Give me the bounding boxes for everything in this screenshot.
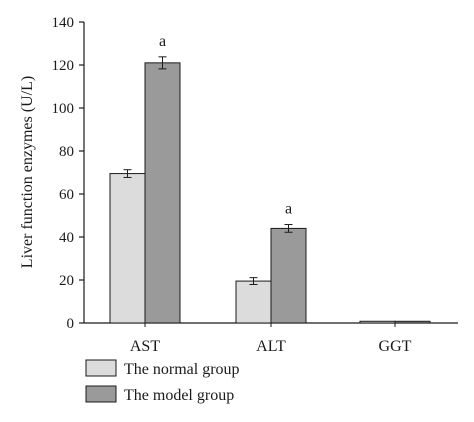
x-tick-label: AST [130, 338, 160, 355]
y-tick-label: 120 [52, 58, 75, 74]
legend-swatch [85, 385, 117, 403]
y-tick-label: 100 [52, 101, 75, 117]
bar-ggt-model [394, 320, 431, 324]
x-tick-labels: AST ALT GGT [130, 323, 412, 355]
y-tick-label: 80 [59, 144, 74, 160]
x-axis: AST ALT GGT [84, 322, 458, 355]
y-ticks: 0 20 40 60 80 100 120 140 [52, 15, 84, 332]
bar-ggt-normal [359, 320, 396, 324]
y-tick-label: 140 [52, 15, 75, 31]
bar-alt-normal [235, 280, 272, 324]
y-tick-label: 0 [67, 316, 75, 332]
legend-swatch [85, 359, 117, 377]
x-tick-label: GGT [379, 338, 412, 355]
bar-alt-model [270, 227, 307, 324]
y-axis: 0 20 40 60 80 100 120 140 [52, 15, 85, 332]
bar-ast-normal [109, 173, 146, 324]
legend-label: The normal group [124, 361, 240, 378]
x-tick-label: ALT [256, 338, 286, 355]
legend: The normal group The model group [85, 359, 240, 404]
bar-ast-model [144, 62, 181, 324]
legend-label: The model group [124, 387, 234, 404]
y-tick-label: 60 [59, 187, 74, 203]
y-axis-title: Liver function enzymes (U/L) [19, 76, 36, 268]
y-tick-label: 20 [59, 273, 74, 289]
bars: aa [109, 33, 431, 324]
y-tick-label: 40 [59, 230, 74, 246]
significance-label: a [159, 33, 166, 50]
significance-label: a [285, 201, 292, 218]
